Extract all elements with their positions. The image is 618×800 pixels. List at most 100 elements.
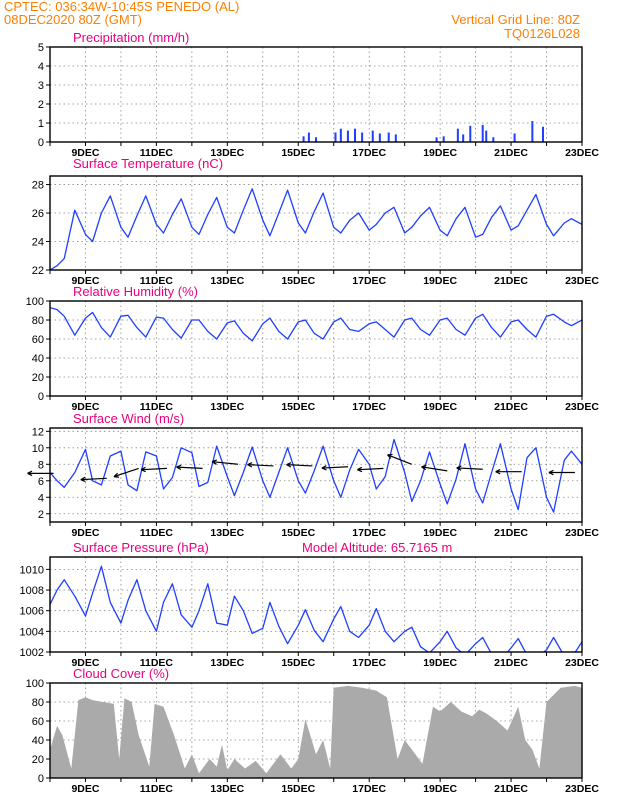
- precip-bar: [346, 130, 349, 142]
- x-tick-label: 23DEC: [565, 401, 599, 413]
- y-tick-label: 1008: [20, 585, 44, 597]
- y-tick-label: 0: [38, 773, 44, 785]
- precip-bar: [492, 137, 495, 142]
- x-tick-label: 15DEC: [281, 783, 315, 795]
- x-tick-label: 11DEC: [140, 527, 174, 539]
- wind-arrow: [495, 468, 522, 475]
- wind-arrow: [176, 464, 203, 471]
- location-header: CPTEC: 036:34W-10:45S PENEDO (AL): [4, 0, 239, 14]
- x-tick-label: 19DEC: [423, 783, 457, 795]
- plot-frame: [49, 175, 583, 271]
- y-tick-label: 80: [32, 697, 44, 709]
- y-tick-label: 60: [32, 716, 44, 728]
- y-tick-label: 1: [38, 118, 44, 130]
- y-tick-label: 22: [32, 265, 44, 277]
- y-tick-label: 6: [38, 476, 44, 488]
- x-tick-label: 15DEC: [281, 147, 315, 159]
- wind-arrow: [247, 462, 274, 468]
- x-tick-label: 19DEC: [423, 401, 457, 413]
- precip-bar: [462, 134, 465, 142]
- y-tick-label: 40: [32, 353, 44, 365]
- y-tick-label: 1010: [20, 564, 44, 576]
- cloud-cover-panel: 0 20 40 60 80 100 9DEC 11DEC 13DEC 15DEC 17DEC 19DE…: [26, 666, 600, 795]
- x-tick-label: 17DEC: [352, 783, 386, 795]
- date-header: 08DEC2020 80Z (GMT): [4, 12, 142, 27]
- x-tick-label: 11DEC: [140, 147, 174, 159]
- cloud-cover-series: [50, 685, 582, 778]
- x-tick-label: 15DEC: [281, 527, 315, 539]
- y-tick-label: 4: [38, 61, 44, 73]
- precip-bar: [442, 136, 445, 142]
- model-code: TQ0126L028: [504, 26, 580, 41]
- x-tick-label: 23DEC: [565, 147, 599, 159]
- precip-bar: [394, 134, 397, 142]
- humidity-title: Relative Humidity (%): [73, 284, 198, 299]
- x-tick-label: 13DEC: [210, 401, 244, 413]
- humidity-panel: 0 20 40 60 80 100 9DEC 11DEC 13DEC 15DEC 17DEC 19DE…: [26, 284, 600, 413]
- x-tick-label: 19DEC: [423, 527, 457, 539]
- x-tick-label: 21DEC: [494, 275, 528, 287]
- precip-bar: [307, 132, 310, 142]
- y-tick-label: 80: [32, 315, 44, 327]
- y-tick-label: 20: [32, 372, 44, 384]
- precip-bar: [435, 137, 438, 142]
- x-tick-label: 15DEC: [281, 401, 315, 413]
- wind-arrow: [421, 464, 448, 472]
- x-tick-label: 13DEC: [210, 657, 244, 669]
- x-tick-label: 21DEC: [494, 657, 528, 669]
- x-tick-label: 17DEC: [352, 275, 386, 287]
- y-tick-label: 1006: [20, 606, 44, 618]
- wind-arrow: [27, 470, 54, 477]
- y-tick-label: 28: [32, 180, 44, 192]
- wind-arrow: [548, 469, 575, 476]
- temperature-line: [50, 188, 582, 270]
- y-tick-label: 4: [38, 492, 44, 504]
- wind-arrow: [211, 459, 239, 465]
- pressure-line: [50, 565, 582, 652]
- pressure-subtitle: Model Altitude: 65.7165 m: [302, 540, 452, 555]
- y-tick-label: 1002: [20, 647, 44, 659]
- x-tick-label: 21DEC: [494, 783, 528, 795]
- x-tick-label: 9DEC: [71, 783, 99, 795]
- header: CPTEC: 036:34W-10:45S PENEDO (AL) 08DEC2…: [4, 0, 580, 41]
- cloud-cover-title: Cloud Cover (%): [73, 666, 169, 681]
- y-tick-label: 2: [38, 509, 44, 521]
- x-tick-label: 11DEC: [140, 401, 174, 413]
- precip-bar: [361, 132, 364, 142]
- y-tick-label: 0: [38, 391, 44, 403]
- precip-bar: [531, 121, 534, 142]
- wind-panel: 2 4 6 8 10 12 9DEC 11DEC 13DEC 15DEC 17DEC 19DEC 21D…: [27, 411, 599, 539]
- x-tick-label: 17DEC: [352, 147, 386, 159]
- wind-arrow: [321, 465, 348, 471]
- precipitation-title: Precipitation (mm/h): [73, 30, 189, 45]
- x-tick-label: 13DEC: [210, 147, 244, 159]
- cloud-cover-area: [50, 685, 582, 778]
- y-tick-label: 26: [32, 208, 44, 220]
- pressure-title: Surface Pressure (hPa): [73, 540, 209, 555]
- wind-arrow: [140, 466, 168, 473]
- plot-frame: [49, 427, 583, 523]
- y-tick-label: 8: [38, 459, 44, 471]
- x-tick-label: 21DEC: [494, 401, 528, 413]
- precip-bar: [354, 128, 357, 142]
- precip-bar: [378, 133, 381, 142]
- x-tick-label: 23DEC: [565, 275, 599, 287]
- x-tick-label: 13DEC: [210, 783, 244, 795]
- precip-bar: [315, 137, 317, 142]
- pressure-series: [50, 565, 582, 652]
- x-tick-label: 19DEC: [423, 147, 457, 159]
- x-tick-label: 19DEC: [423, 657, 457, 669]
- wind-arrow: [357, 466, 384, 473]
- precip-bar: [302, 136, 305, 142]
- precipitation-series: [302, 121, 544, 142]
- x-tick-label: 17DEC: [352, 527, 386, 539]
- plot-frame: [49, 300, 583, 397]
- plot-frame: [49, 682, 583, 779]
- x-tick-label: 21DEC: [494, 527, 528, 539]
- y-tick-label: 10: [32, 443, 44, 455]
- precip-bar: [541, 126, 544, 142]
- precip-bar: [339, 128, 342, 142]
- y-tick-label: 0: [38, 137, 44, 149]
